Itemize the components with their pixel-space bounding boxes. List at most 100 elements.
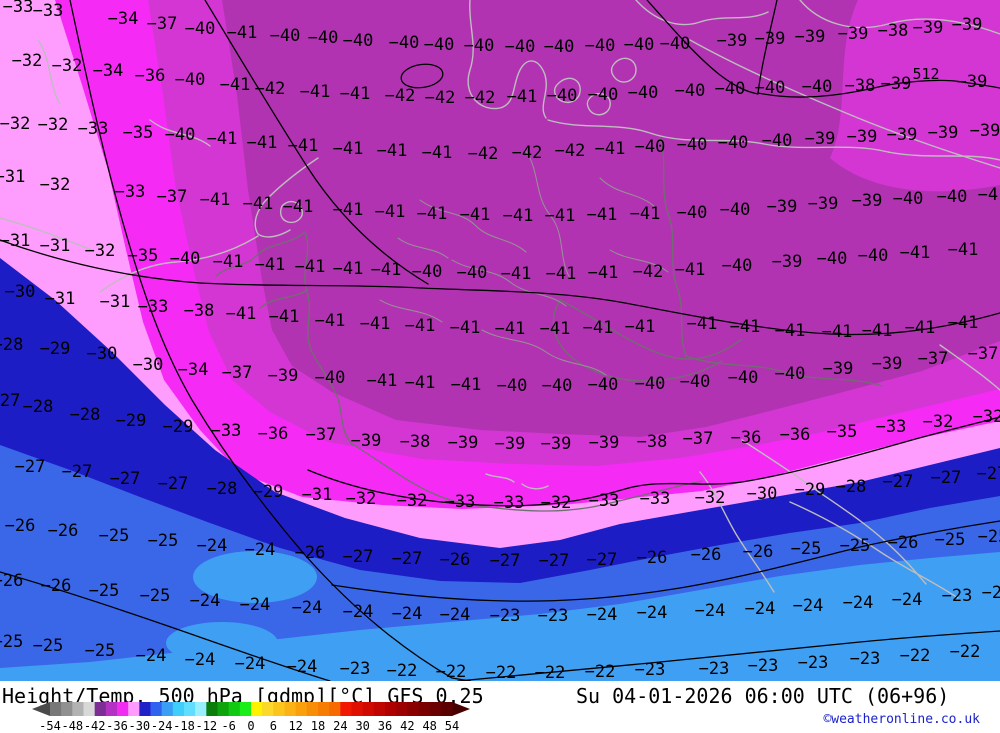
temp-label: −24 (695, 601, 726, 621)
temp-label: −38 (637, 432, 668, 452)
temp-label: −32 (397, 491, 428, 511)
height-contour-line (646, 0, 759, 95)
temp-label: −25 (791, 539, 822, 559)
temp-label: −25 (148, 531, 179, 551)
temp-label: −41 (360, 314, 391, 334)
temp-label: −40 (720, 200, 751, 220)
temp-label: −41 (220, 75, 251, 95)
legend-tick-label: -6 (221, 719, 235, 733)
border-benelux (215, 231, 309, 309)
legend-cell (94, 702, 107, 716)
legend-cell (128, 702, 140, 716)
temp-label: −39 (957, 72, 988, 92)
legend-tick-label: -12 (195, 719, 217, 733)
legend-arrow-right (452, 702, 470, 716)
temp-label: −26 (295, 543, 326, 563)
temp-label: −23 (982, 583, 1000, 603)
temperature-regions (0, 0, 1000, 681)
coastline-channel (0, 217, 259, 293)
temp-label: −22 (387, 661, 418, 681)
temp-label: −26 (691, 545, 722, 565)
temp-label: −25 (840, 536, 871, 556)
temp-label: −40 (624, 35, 655, 55)
temp-label: −41 (243, 194, 274, 214)
temp-label: −24 (392, 604, 423, 624)
temp-label: −24 (235, 654, 266, 674)
height-contour-line (307, 416, 1000, 507)
temp-label: −23 (340, 659, 371, 679)
temp-label: −28 (23, 397, 54, 417)
coastline-alpine-lakes (485, 473, 549, 490)
temp-label: −29 (163, 417, 194, 437)
temp-label: −42 (385, 86, 416, 106)
temp-label: −41 (495, 319, 526, 339)
legend-cell (340, 702, 352, 716)
temp-label: −39 (838, 24, 869, 44)
temp-label: −34 (108, 9, 139, 29)
temp-label: −40 (497, 376, 528, 396)
temp-label: −32 (346, 489, 377, 509)
temp-label: −41 (315, 311, 346, 331)
temp-label: −39 (495, 434, 526, 454)
temp-label: −42 (468, 144, 499, 164)
temp-label: −41 (948, 240, 979, 260)
temp-label: −40 (270, 26, 301, 46)
legend-cell (385, 702, 397, 716)
temp-label: −32 (85, 241, 116, 261)
temp-label: −40 (343, 31, 374, 51)
legend-cell (251, 702, 263, 716)
temp-label: −39 (970, 121, 1000, 141)
copyright-link[interactable]: ©weatheronline.co.uk (823, 712, 980, 727)
temp-label: −41 (227, 23, 258, 43)
temp-label: −30 (133, 355, 164, 375)
temp-label: −27 (539, 551, 570, 571)
temp-label: −26 (440, 550, 471, 570)
temp-label: −42 (465, 88, 496, 108)
temp-label: −40 (660, 34, 691, 54)
temp-label: −38 (845, 76, 876, 96)
legend-cell (195, 702, 207, 716)
temp-label: −40 (505, 37, 536, 57)
state-border-line (451, 259, 567, 307)
temp-label: −25 (33, 636, 64, 656)
temp-label: −41 (207, 129, 238, 149)
temp-label: −41 (255, 255, 286, 275)
state-border-line (481, 329, 607, 376)
legend-cell (117, 702, 129, 716)
temp-label: −41 (340, 84, 371, 104)
map-datetime: Su 04-01-2026 06:00 UTC (06+96) (576, 684, 950, 708)
temp-label: −27 (343, 547, 374, 567)
legend-tick-label: 54 (445, 719, 459, 733)
temp-label: −42 (512, 143, 543, 163)
temp-label: −41 (687, 314, 718, 334)
temp-label: −39 (268, 366, 299, 386)
legend-tick-label: -48 (61, 719, 83, 733)
temp-label: −41 (213, 252, 244, 272)
legend-cell (72, 702, 84, 716)
temp-label: −28 (70, 405, 101, 425)
temp-label: −33 (445, 492, 476, 512)
temp-label: −41 (730, 317, 761, 337)
temp-label: −35 (128, 246, 159, 266)
temp-label: −40 (675, 81, 706, 101)
legend-cell (262, 702, 274, 716)
height-contour-line (457, 630, 1000, 681)
temp-label: −41 (200, 190, 231, 210)
temp-label: −40 (308, 28, 339, 48)
legend-cell (184, 702, 196, 716)
temp-label: −40 (635, 374, 666, 394)
temp-label: −41 (288, 136, 319, 156)
temp-label: −26 (48, 521, 79, 541)
temp-label: −29 (116, 411, 147, 431)
legend-cell (429, 702, 442, 716)
temp-label: −25 (978, 527, 1000, 547)
temp-label: −41 (247, 133, 278, 153)
temp-label: −26 (5, 516, 36, 536)
temp-label: −41 (375, 202, 406, 222)
state-border-line (609, 249, 669, 273)
legend-tick-label: 6 (270, 719, 277, 733)
temp-label: −39 (808, 194, 839, 214)
temp-label: −24 (190, 591, 221, 611)
temp-label: −38 (184, 301, 215, 321)
temp-label: −41 (948, 313, 979, 333)
